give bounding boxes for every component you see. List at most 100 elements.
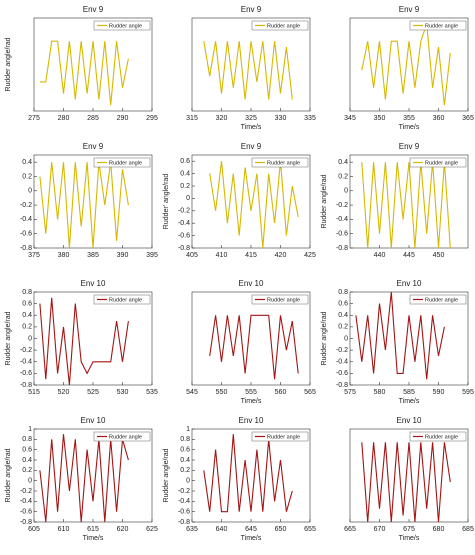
plot-area	[349, 291, 469, 386]
plot-area	[33, 154, 153, 249]
y-tick-label: -0.8	[20, 519, 32, 526]
chart-title: Env 10	[81, 416, 106, 425]
y-tick-label: -0.2	[20, 202, 32, 209]
y-tick-label: -0.2	[178, 208, 190, 215]
legend-box	[409, 294, 467, 305]
legend-label: Rudder angle	[425, 297, 458, 303]
chart-title: Env 10	[81, 279, 106, 288]
y-tick-label: 0	[344, 188, 348, 195]
x-tick-label: 345	[344, 115, 356, 122]
y-tick-label: -0.2	[20, 488, 32, 495]
x-tick-label: 610	[58, 526, 70, 533]
legend-box	[251, 157, 309, 168]
y-tick-label: 0	[28, 188, 32, 195]
y-tick-label: -0.8	[336, 382, 348, 389]
y-tick-label: 0.2	[22, 173, 32, 180]
x-tick-label: 415	[245, 252, 257, 259]
y-tick-label: 0.2	[338, 173, 348, 180]
legend-box	[93, 20, 151, 31]
y-tick-label: 0.2	[22, 324, 32, 331]
y-tick-label: 0.6	[22, 300, 32, 307]
x-tick-label: 670	[374, 526, 386, 533]
y-tick-label: -0.2	[336, 202, 348, 209]
x-tick-label: 545	[186, 389, 198, 396]
x-tick-label: 380	[58, 252, 70, 259]
y-tick-label: 0.4	[22, 457, 32, 464]
y-tick-label: -0.8	[20, 382, 32, 389]
data-line	[209, 161, 299, 249]
y-tick-label: -0.8	[178, 519, 190, 526]
y-tick-label: 0.4	[338, 312, 348, 319]
y-tick-label: 0.6	[22, 447, 32, 454]
plot-area	[33, 428, 153, 523]
y-tick-label: 0.4	[338, 159, 348, 166]
legend-box	[251, 294, 309, 305]
x-tick-label: 375	[28, 252, 40, 259]
chart-title: Env 10	[239, 279, 264, 288]
x-tick-label: 390	[117, 252, 129, 259]
y-tick-label: -0.4	[178, 498, 190, 505]
x-tick-label: 280	[58, 115, 70, 122]
y-tick-label: 0.8	[22, 289, 32, 296]
y-tick-label: -0.8	[336, 245, 348, 252]
legend-box	[409, 431, 467, 442]
chart-title: Env 10	[239, 416, 264, 425]
x-axis-label: Time/s	[241, 124, 262, 131]
y-axis-label: Rudder angle/rad	[321, 311, 328, 365]
legend-label: Rudder angle	[109, 160, 142, 166]
y-tick-label: 0	[28, 335, 32, 342]
x-tick-label: 410	[216, 252, 228, 259]
y-tick-label: 0.2	[22, 467, 32, 474]
x-tick-label: 385	[87, 252, 99, 259]
legend-box	[251, 431, 309, 442]
x-tick-label: 325	[245, 115, 257, 122]
plot-area	[191, 291, 311, 386]
data-line	[361, 442, 451, 523]
y-tick-label: -0.6	[20, 509, 32, 516]
data-line	[39, 434, 129, 523]
y-tick-label: -0.2	[336, 347, 348, 354]
x-tick-label: 645	[245, 526, 257, 533]
x-tick-label: 620	[117, 526, 129, 533]
y-tick-label: -0.6	[178, 232, 190, 239]
y-tick-label: 0	[186, 478, 190, 485]
y-tick-label: -0.2	[20, 347, 32, 354]
chart-title: Env 10	[397, 416, 422, 425]
data-line	[355, 291, 445, 380]
x-tick-label: 320	[216, 115, 228, 122]
x-tick-label: 560	[275, 389, 287, 396]
x-tick-label: 640	[216, 526, 228, 533]
y-tick-label: -0.4	[20, 359, 32, 366]
x-tick-label: 665	[344, 526, 356, 533]
x-tick-label: 550	[216, 389, 228, 396]
legend-label: Rudder angle	[109, 297, 142, 303]
y-tick-label: -0.6	[178, 509, 190, 516]
x-tick-label: 520	[58, 389, 70, 396]
legend-label: Rudder angle	[109, 23, 142, 29]
y-tick-label: 0.2	[338, 324, 348, 331]
data-line	[361, 23, 451, 106]
x-tick-label: 360	[433, 115, 445, 122]
y-tick-label: 0.4	[22, 159, 32, 166]
data-line	[39, 297, 129, 386]
legend-box	[93, 157, 151, 168]
x-tick-label: 330	[275, 115, 287, 122]
y-tick-label: 0	[344, 335, 348, 342]
x-tick-label: 395	[146, 252, 158, 259]
y-tick-label: 0.4	[180, 457, 190, 464]
y-tick-label: 0.8	[22, 436, 32, 443]
x-axis-label: Time/s	[399, 398, 420, 405]
y-tick-label: 0.8	[180, 436, 190, 443]
x-tick-label: 420	[275, 252, 287, 259]
plot-area	[191, 154, 311, 249]
legend-label: Rudder angle	[267, 297, 300, 303]
y-tick-label: -0.6	[336, 370, 348, 377]
x-tick-label: 295	[146, 115, 158, 122]
x-tick-label: 555	[245, 389, 257, 396]
chart-title: Env 9	[83, 142, 104, 151]
chart-title: Env 9	[83, 5, 104, 14]
data-line	[203, 434, 293, 513]
x-tick-label: 335	[304, 115, 316, 122]
x-tick-label: 515	[28, 389, 40, 396]
x-tick-label: 290	[117, 115, 129, 122]
